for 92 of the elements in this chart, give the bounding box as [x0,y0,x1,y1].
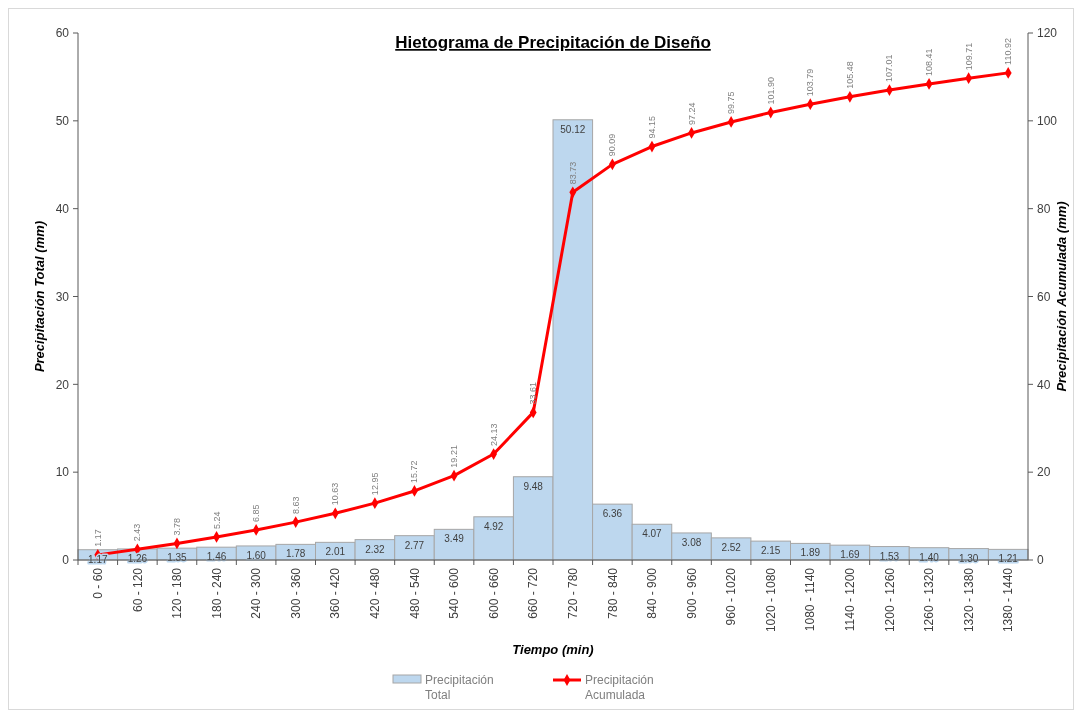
data-label: 1.26 [127,552,148,564]
y2-axis-title: Precipitación Acumulada (mm) [1054,201,1069,392]
y-axis-title: Precipitación Total (mm) [32,220,47,373]
x-tick-label: 720 - 780 [565,567,580,619]
data-label: 107.01 [884,54,895,83]
x-tick-label: 420 - 480 [368,567,383,619]
y2-tick-label: 80 [1037,201,1051,216]
data-label: 1.40 [919,551,940,563]
data-label: 1.69 [840,549,861,561]
x-tick-label: 1320 - 1380 [961,567,976,633]
data-label: 2.01 [325,546,346,558]
data-label: 90.09 [607,133,618,157]
data-label: 1.21 [998,553,1019,565]
y-tick-label: 50 [55,114,70,129]
data-label: 1.30 [958,552,979,564]
x-tick-label: 120 - 180 [170,567,185,619]
x-tick-label: 540 - 600 [447,567,462,619]
x-tick-label: 1080 - 1140 [803,567,818,632]
data-label: 1.17 [88,553,108,565]
x-tick-label: 660 - 720 [526,567,541,619]
data-label: 1.60 [246,549,267,561]
x-tick-label: 1020 - 1080 [763,567,778,633]
data-label: 2.43 [132,523,143,542]
x-tick-label: 60 - 120 [130,567,145,613]
x-tick-label: 240 - 300 [249,567,264,619]
data-label: 97.24 [686,102,697,125]
y-tick-label: 10 [55,465,70,480]
data-label: 5.24 [211,511,222,529]
x-tick-label: 900 - 960 [684,567,699,619]
y2-tick-label: 60 [1037,289,1051,304]
data-label: 108.41 [924,48,935,76]
legend-label: Precipitación Total [425,673,494,702]
data-label: 2.32 [365,543,386,555]
data-label: 1.17 [92,529,103,547]
x-tick-label: 840 - 900 [645,567,660,619]
data-label: 1.46 [206,551,227,563]
data-label: 24.13 [488,423,499,447]
data-label: 1.35 [167,552,188,564]
data-label: 10.63 [330,482,341,506]
data-label: 1.89 [800,547,821,559]
x-axis-title: Tiempo (min) [512,642,594,657]
data-label: 50.12 [560,123,586,135]
x-tick-label: 1140 - 1200 [843,567,858,632]
x-tick-label: 1200 - 1260 [882,567,897,633]
data-label: 94.15 [646,115,657,139]
y2-tick-label: 100 [1037,114,1058,129]
data-label: 1.53 [879,550,900,562]
y2-tick-label: 0 [1037,553,1044,568]
data-label: 3.49 [444,533,465,545]
data-label: 12.95 [369,472,380,496]
y-tick-label: 40 [55,201,70,216]
x-tick-label: 1380 - 1440 [1001,567,1016,633]
data-label: 8.63 [290,496,301,515]
data-label: 6.85 [251,504,262,522]
y-tick-label: 30 [55,289,70,304]
x-tick-label: 1260 - 1320 [922,567,937,633]
chart-title: Hietograma de Precipitación de Diseño [395,33,711,52]
data-label: 3.78 [171,517,182,536]
data-label: 4.92 [483,520,504,532]
data-label: 105.48 [844,61,855,89]
x-tick-label: 0 - 60 [90,567,105,599]
data-label: 3.08 [681,536,702,548]
y-tick-label: 0 [62,553,70,568]
data-label: 15.72 [409,460,420,483]
data-label: 103.79 [805,68,816,97]
y-tick-label: 60 [55,26,70,41]
data-label: 101.90 [765,76,776,105]
x-tick-label: 600 - 660 [486,567,501,619]
data-label: 19.21 [449,445,460,468]
data-label: 9.48 [523,480,544,492]
data-label: 2.52 [721,541,742,553]
data-label: 99.75 [726,91,737,114]
data-label: 33.61 [528,381,539,405]
data-label: 2.77 [404,539,425,551]
data-label: 110.92 [1003,38,1014,65]
data-label: 1.78 [285,548,306,560]
y2-tick-label: 20 [1037,465,1051,480]
x-tick-label: 480 - 540 [407,567,422,619]
x-tick-label: 960 - 1020 [724,567,739,626]
y2-tick-label: 40 [1037,377,1051,392]
x-tick-label: 180 - 240 [209,567,224,619]
x-tick-label: 300 - 360 [288,567,303,619]
data-label: 2.15 [760,545,781,557]
y2-tick-label: 120 [1037,26,1058,41]
x-tick-label: 360 - 420 [328,567,343,619]
data-label: 109.71 [963,42,974,71]
data-label: 6.36 [602,508,623,520]
data-label: 4.07 [642,528,663,540]
data-label: 83.73 [567,161,578,185]
y-tick-label: 20 [55,377,70,392]
legend-label: Precipitación Acumulada [585,673,654,702]
x-tick-label: 780 - 840 [605,567,620,619]
